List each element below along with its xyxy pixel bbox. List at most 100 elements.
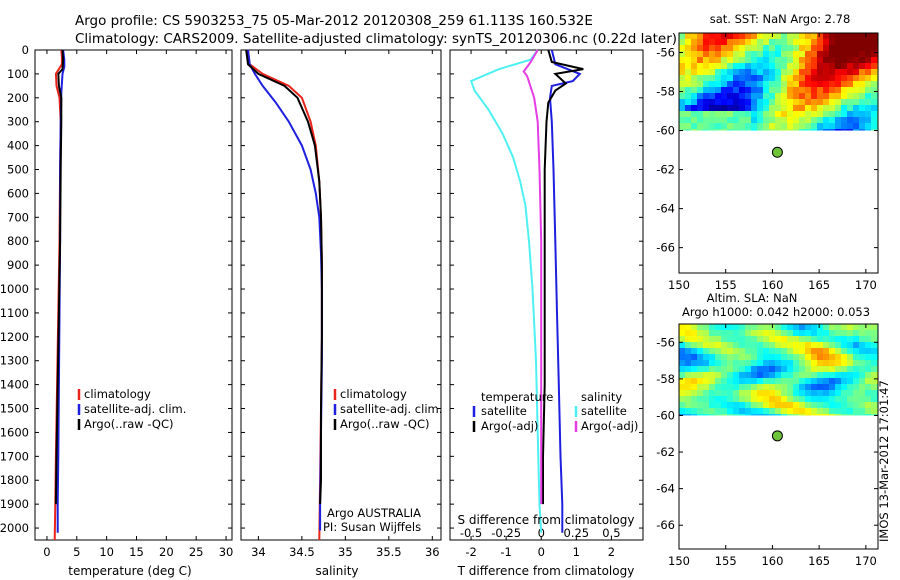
map-cell [859,111,865,117]
map-cell [841,366,847,372]
timestamp-stamp: IMOS 13-Mar-2012 17:01:47 [877,380,891,542]
map-cell [691,372,697,378]
map-cell [763,378,769,384]
map-cell [679,39,685,45]
map-cell [733,354,739,360]
map-cell [739,336,745,342]
map-cell [841,402,847,408]
map-cell [709,414,715,416]
series-temperature-argo-adj- [542,49,584,505]
map-cell [709,87,715,93]
map-cell [859,99,865,105]
map-cell [847,366,853,372]
map-cell [799,408,805,414]
map-cell [703,57,709,63]
map-cell [871,45,877,51]
map-cell [787,360,793,366]
map-cell [679,354,685,360]
map-cell [829,129,835,131]
map-cell [721,63,727,69]
map-cell [745,129,751,131]
map-cell [793,129,799,131]
map-cell [847,129,853,131]
map-x-tick-label: 150 [668,278,690,292]
map-cell [769,111,775,117]
map-cell [871,336,877,342]
map-cell [745,75,751,81]
map-cell [715,81,721,87]
map-cell [739,81,745,87]
map-cell [751,117,757,123]
map-cell [757,396,763,402]
map-cell [691,324,697,330]
map-cell [835,330,841,336]
map-cell [679,402,685,408]
map-cell [805,408,811,414]
map-cell [685,336,691,342]
map-cell [787,39,793,45]
map-y-tick-label: -62 [656,445,675,459]
map-cell [775,129,781,131]
map-cell [769,336,775,342]
map-cell [757,51,763,57]
map-cell [799,75,805,81]
map-cell [829,93,835,99]
map-cell [841,342,847,348]
map-cell [691,384,697,390]
map-cell [853,93,859,99]
map-cell [697,348,703,354]
map-cell [853,414,859,416]
map-cell [751,384,757,390]
map-cell [775,378,781,384]
map-cell [715,33,721,39]
map-cell [715,342,721,348]
map-cell [727,336,733,342]
map-cell [697,402,703,408]
map-cell [871,81,877,87]
map-cell [805,69,811,75]
map-cell [709,384,715,390]
map-cell [859,396,865,402]
map-cell [727,117,733,123]
map-cell [691,414,697,416]
map-cell [703,39,709,45]
map-cell [859,33,865,39]
map-cell [865,372,871,378]
map-cell [721,384,727,390]
map-cell [799,57,805,63]
map-cell [781,354,787,360]
map-cell [805,336,811,342]
map-cell [691,354,697,360]
map-cell [829,105,835,111]
map-cell [709,390,715,396]
map-cell [847,51,853,57]
map-cell [865,87,871,93]
map-cell [757,93,763,99]
plot-frame [240,49,442,541]
map-cell [685,117,691,123]
map-cell [715,414,721,416]
map-cell [721,408,727,414]
map-cell [727,39,733,45]
map-cell [799,45,805,51]
map-cell [745,51,751,57]
map-cell [805,93,811,99]
map-cell [679,129,685,131]
map-y-tick-label: -58 [656,85,675,99]
map-cell [763,33,769,39]
map-cell [841,69,847,75]
map-cell [823,402,829,408]
map-cell [823,87,829,93]
map-cell [793,75,799,81]
map-cell [727,360,733,366]
map-cell [757,372,763,378]
map-cell [847,99,853,105]
map-cell [835,372,841,378]
legend-title: salinity [581,390,622,404]
legend-label: satellite-adj. clim. [340,402,442,416]
map-cell [865,117,871,123]
map-cell [793,414,799,416]
map-cell [709,93,715,99]
map-cell [799,51,805,57]
map-cell [697,75,703,81]
